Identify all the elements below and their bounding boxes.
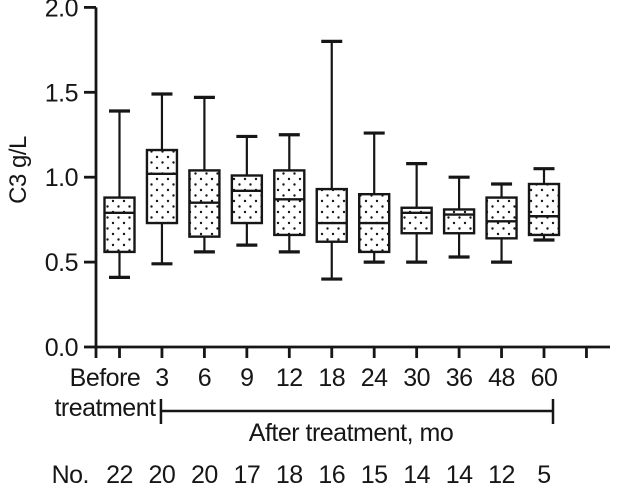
box-30: [400, 206, 433, 235]
box-60: [527, 182, 561, 237]
box-12: [273, 169, 306, 237]
box-9: [230, 174, 264, 225]
count-value: 17: [233, 461, 260, 489]
count-value: 18: [276, 461, 303, 489]
count-value: 16: [318, 461, 345, 489]
x-category-label: 30: [403, 364, 430, 392]
x-category-label: 36: [446, 364, 473, 392]
box-48: [485, 196, 518, 240]
count-value: 22: [106, 461, 133, 489]
count-value: 12: [488, 461, 515, 489]
x-category-label: 24: [361, 364, 388, 392]
box-before-treatment: [103, 196, 136, 254]
y-axis-title: C3 g/L: [5, 136, 32, 204]
counts-row-label: No.: [52, 461, 89, 489]
count-value: 14: [403, 461, 430, 489]
x-category-label: 3: [155, 364, 168, 392]
x-category-label: 18: [318, 364, 345, 392]
count-value: 20: [149, 461, 176, 489]
bracket-label: After treatment, mo: [249, 419, 453, 447]
y-tick-label: 1.5: [45, 79, 78, 107]
y-tick-label: 1.0: [45, 164, 78, 192]
x-category-label: 12: [276, 364, 303, 392]
count-value: 14: [446, 461, 473, 489]
y-tick-label: 2.0: [45, 0, 78, 22]
count-value: 5: [537, 461, 550, 489]
box-3: [145, 148, 179, 225]
x-category-label: Before: [70, 364, 141, 392]
x-category-label: 9: [240, 364, 253, 392]
x-category-label: treatment: [54, 394, 156, 422]
box-36: [442, 208, 476, 235]
y-tick-label: 0.0: [45, 334, 78, 362]
count-value: 20: [191, 461, 218, 489]
x-category-label: 6: [198, 364, 211, 392]
box-18: [315, 187, 348, 243]
count-value: 15: [361, 461, 388, 489]
x-category-label: 48: [488, 364, 515, 392]
x-category-label: 60: [531, 364, 558, 392]
y-tick-label: 0.5: [45, 249, 78, 277]
